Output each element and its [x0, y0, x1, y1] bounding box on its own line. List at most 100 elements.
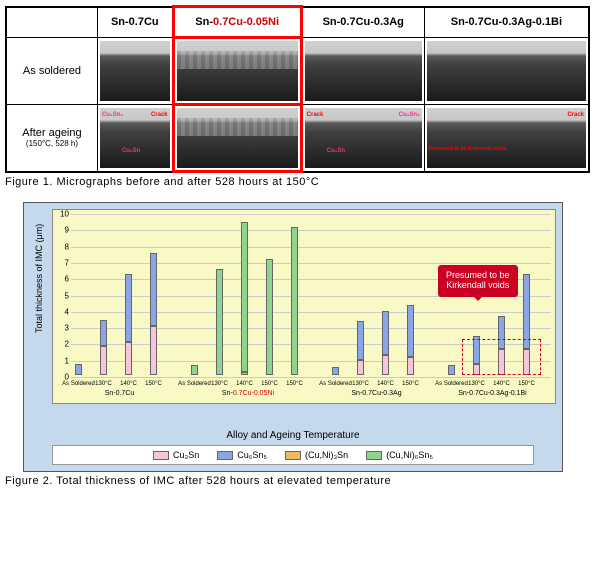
x-tick-label: 150°C: [261, 381, 278, 387]
legend-item: Cu₃Sn: [153, 450, 199, 460]
cluster-label: Sn-0.7Cu: [75, 390, 164, 397]
bar-segment: [125, 274, 132, 342]
figure2-caption: Figure 2. Total thickness of IMC after 5…: [5, 475, 590, 487]
gridline: [71, 263, 551, 264]
bar-segment: [150, 326, 157, 375]
mg-r1c3: [301, 38, 424, 105]
legend-item: (Cu,Ni)₃Sn: [285, 450, 348, 460]
x-tick-label: 140°C: [120, 381, 137, 387]
mg-r2c2: [173, 105, 301, 172]
mg-r2c3: Crack Cu₃Sn₆ Cu₆Sn: [301, 105, 424, 172]
bar: [357, 321, 364, 375]
bar-group: As Soldered: [75, 364, 82, 375]
cluster-label: Sn-0.7Cu-0.3Ag: [332, 390, 421, 397]
mg-r1c2: [173, 38, 301, 105]
ytick-label: 6: [55, 275, 69, 284]
mg-r2c4: Crack Presumed to be Kirkendall voids: [424, 105, 589, 172]
bar-group: As Soldered: [191, 365, 198, 375]
x-tick-label: 150°C: [145, 381, 162, 387]
bar-group: 150°C: [407, 305, 414, 375]
ytick-label: 7: [55, 258, 69, 267]
bar-group: 140°C: [241, 222, 248, 375]
bar-group: 130°C: [357, 321, 364, 375]
ytick-label: 4: [55, 307, 69, 316]
bar-segment: [523, 274, 530, 349]
gridline: [71, 230, 551, 231]
x-tick-label: 140°C: [236, 381, 253, 387]
x-tick-label: 140°C: [493, 381, 510, 387]
bar: [407, 305, 414, 375]
bar-segment: [241, 222, 248, 372]
cluster-label: Sn-0.7Cu-0.05Ni: [191, 390, 305, 397]
legend-item: (Cu,Ni)₆Sn₅: [366, 450, 433, 460]
bar-group: 130°C: [100, 320, 107, 375]
bar-segment: [332, 367, 339, 375]
mg-r2c1: Cu₃Sn₆ Crack Cu₆Sn: [97, 105, 173, 172]
bar-segment: [100, 320, 107, 346]
gridline: [71, 328, 551, 329]
ytick-label: 8: [55, 242, 69, 251]
bar: [191, 365, 198, 375]
legend-swatch: [366, 451, 382, 460]
bar-group: 150°C: [266, 259, 273, 375]
row2-label: After ageing (150°C, 528 h): [6, 105, 97, 172]
fig1-row-as-soldered: As soldered: [6, 38, 589, 105]
ytick-label: 10: [55, 210, 69, 219]
bar-segment: [357, 321, 364, 360]
bar-group: 140°C: [125, 274, 132, 375]
bar-segment: [75, 364, 82, 375]
bar-segment: [291, 227, 298, 375]
x-tick-label: 130°C: [352, 381, 369, 387]
bar-group: 130°C: [216, 269, 223, 375]
mg-r1c1: [97, 38, 173, 105]
fig1-row-after-ageing: After ageing (150°C, 528 h) Cu₃Sn₆ Crack…: [6, 105, 589, 172]
legend-swatch: [153, 451, 169, 460]
ytick-label: 5: [55, 291, 69, 300]
bar-segment: [382, 311, 389, 355]
x-tick-label: As Soldered: [62, 381, 95, 387]
x-tick-label: As Soldered: [178, 381, 211, 387]
bar: [291, 227, 298, 375]
header-col3: Sn-0.7Cu-0.3Ag: [301, 7, 424, 38]
legend-label: (Cu,Ni)₃Sn: [305, 450, 348, 460]
bar: [75, 364, 82, 375]
bar: [100, 320, 107, 375]
legend-label: Cu₆Sn₅: [237, 450, 267, 460]
ytick-label: 1: [55, 356, 69, 365]
bar-segment: [125, 342, 132, 375]
callout-bubble: Presumed to beKirkendall voids: [438, 265, 518, 297]
gridline: [71, 214, 551, 215]
chart-legend: Cu₃Sn Cu₆Sn₅ (Cu,Ni)₃Sn (Cu,Ni)₆Sn₅: [52, 445, 534, 465]
bar: [332, 367, 339, 375]
x-tick-label: As Soldered: [319, 381, 352, 387]
mg-r1c4: [424, 38, 589, 105]
x-tick-label: 150°C: [402, 381, 419, 387]
figure2-chart: Total thickness of IMC (μm) 012345678910…: [23, 202, 563, 472]
x-tick-label: 130°C: [211, 381, 228, 387]
bar-segment: [407, 305, 414, 357]
gridline: [71, 247, 551, 248]
bar: [382, 311, 389, 375]
x-tick-label: 130°C: [468, 381, 485, 387]
bar-segment: [191, 365, 198, 375]
bar-segment: [216, 269, 223, 375]
bar: [266, 259, 273, 375]
gridline: [71, 312, 551, 313]
kirkendall-dashed-box: [462, 339, 541, 375]
cluster-label: Sn-0.7Cu-0.3Ag-0.1Bi: [448, 390, 537, 397]
header-blank: [6, 7, 97, 38]
ytick-label: 3: [55, 324, 69, 333]
x-axis-title: Alloy and Ageing Temperature: [30, 430, 556, 441]
legend-label: (Cu,Ni)₆Sn₅: [386, 450, 433, 460]
bar-group: 140°C: [382, 311, 389, 375]
ytick-label: 9: [55, 226, 69, 235]
header-col1: Sn-0.7Cu: [97, 7, 173, 38]
bar-segment: [241, 372, 248, 375]
fig1-header-row: Sn-0.7Cu Sn-0.7Cu-0.05Ni Sn-0.7Cu-0.3Ag …: [6, 7, 589, 38]
x-tick-label: 150°C: [286, 381, 303, 387]
x-tick-label: 150°C: [518, 381, 535, 387]
bar-group: As Soldered: [448, 365, 455, 375]
bar: [216, 269, 223, 375]
plot-region: 012345678910As Soldered130°C140°C150°CSn…: [71, 214, 551, 375]
legend-label: Cu₃Sn: [173, 450, 199, 460]
